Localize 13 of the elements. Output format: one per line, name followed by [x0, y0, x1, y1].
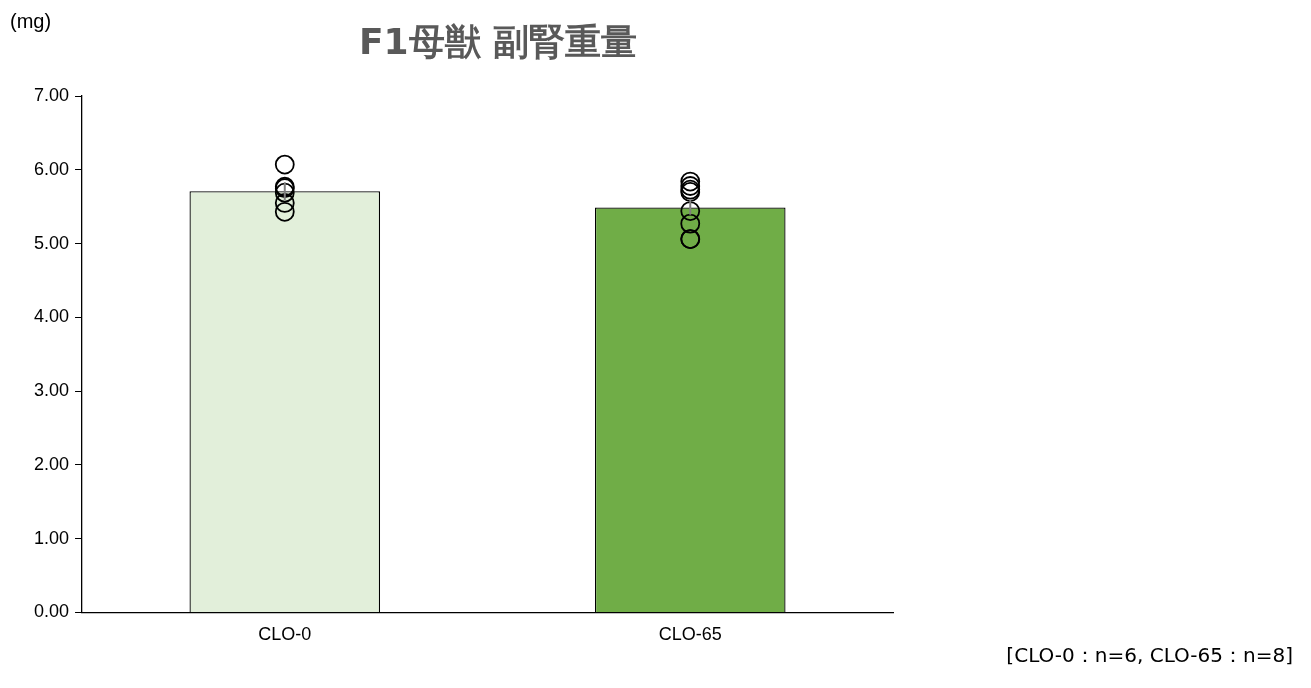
- y-tick-label: 5.00: [33, 232, 70, 253]
- y-tick-label: 0.00: [33, 601, 70, 622]
- y-tick-label: 3.00: [33, 380, 70, 401]
- y-tick-label: 6.00: [33, 158, 70, 179]
- text: [CLO-0：n=6, CLO-65：n=8]: [1006, 642, 1293, 669]
- y-tick-label: 7.00: [33, 84, 70, 105]
- y-axis-title: (mg): [10, 10, 52, 33]
- y-tick-label: 1.00: [33, 527, 70, 548]
- y-tick-label: 2.00: [33, 453, 70, 474]
- y-tick-label: 4.00: [33, 306, 70, 327]
- x-tick-label: CLO-65: [658, 624, 722, 645]
- chart-title: F1母獣 副腎重量: [358, 21, 638, 62]
- x-tick-label: CLO-0: [258, 624, 312, 645]
